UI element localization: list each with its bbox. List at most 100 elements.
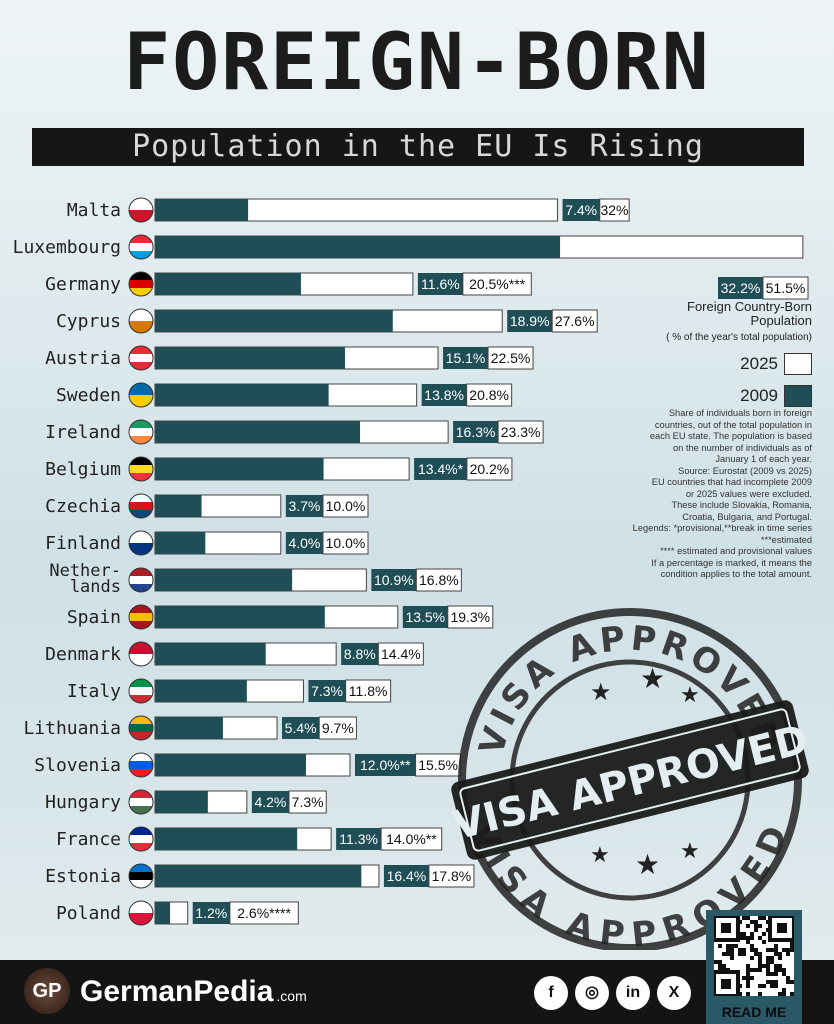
data-label-2025: 2.6%****	[237, 905, 291, 921]
flag-stripe	[129, 235, 153, 244]
flag-stripe	[129, 465, 153, 474]
label-box-2025	[599, 198, 630, 222]
label-box-2009	[453, 421, 499, 443]
page-subtitle: Population in the EU Is Rising	[132, 129, 704, 164]
category-label: Lithuania	[23, 718, 121, 739]
flag-stripe	[129, 420, 153, 429]
flag-stripe	[129, 716, 153, 725]
legend-title: Foreign Country-Born Population	[687, 299, 812, 328]
linkedin-icon[interactable]: in	[616, 976, 650, 1010]
flag-icon	[128, 345, 154, 371]
data-label-2009: 10.9%	[374, 572, 414, 588]
data-label-2009: 12.0%**	[360, 757, 411, 773]
label-box-2025	[497, 420, 544, 444]
category-label: Italy	[67, 681, 121, 702]
svg-text:★: ★	[680, 682, 700, 707]
label-box-2009	[371, 569, 417, 591]
data-label-2009: 7.4%	[565, 202, 597, 218]
flag-icon	[128, 752, 154, 778]
bar-2009	[155, 273, 301, 295]
note-line: Croatia, Bulgaria, and Portugal.	[682, 511, 812, 522]
flag-stripe	[129, 687, 153, 696]
flag-stripe	[129, 383, 153, 396]
label-box-2009	[718, 277, 763, 299]
svg-text:★: ★	[590, 842, 610, 867]
category-label: Belgium	[45, 459, 121, 480]
data-label-2009: 16.4%	[387, 868, 427, 884]
note-line: These include Slovakia, Romania,	[671, 500, 812, 510]
data-label-2025: 14.0%**	[386, 831, 437, 847]
instagram-icon[interactable]: ◎	[575, 976, 609, 1010]
brand-name[interactable]: GermanPedia .com	[80, 972, 307, 1016]
label-box-2009	[282, 717, 320, 739]
note-line: ***estimated	[760, 534, 812, 545]
flag-stripe	[129, 798, 153, 807]
flag-stripe	[129, 654, 153, 666]
note-line: countries, out of the total population i…	[654, 419, 812, 430]
flag-stripe	[129, 510, 153, 518]
flag-icon	[128, 382, 154, 408]
label-box-2025	[447, 605, 494, 629]
data-label-2009: 7.3%	[311, 683, 343, 699]
bar-2009	[155, 495, 202, 517]
category-label: Austria	[45, 348, 121, 369]
flag-stripe	[129, 568, 153, 577]
data-label-2009: 13.8%	[424, 387, 464, 403]
label-box-2025	[487, 346, 534, 370]
svg-text:★: ★	[590, 679, 612, 706]
flag-stripe	[129, 864, 153, 873]
flag-stripe	[129, 321, 153, 333]
data-label-2025: 17.8%	[432, 868, 472, 884]
label-box-2009	[562, 199, 600, 221]
label-box-2025	[462, 272, 532, 296]
category-label: Nether-	[49, 561, 121, 581]
note-line: Source: Eurostat (2009 vs 2025)	[678, 465, 812, 476]
note-line: each EU state. The population is based	[649, 431, 812, 441]
category-label: Cyprus	[56, 311, 121, 332]
data-label-2009: 16.3%	[456, 424, 496, 440]
label-box-2009	[354, 754, 416, 776]
legend: Foreign Country-Born Population ( % of t…	[630, 300, 812, 407]
label-box-2009	[308, 680, 346, 702]
note-line: Legends: *provisional,**break in time se…	[632, 523, 812, 533]
flag-stripe	[129, 576, 153, 585]
legend-label-2025: 2025	[740, 354, 778, 373]
read-me-label[interactable]: READ ME	[706, 1002, 802, 1022]
flag-icon	[128, 715, 154, 741]
flag-stripe	[129, 457, 153, 466]
label-box-2025	[318, 716, 357, 740]
flag-icon	[128, 863, 154, 889]
flag-stripe	[129, 428, 153, 437]
flag-stripe	[129, 642, 153, 655]
label-box-2025	[466, 383, 513, 407]
bar-2009	[155, 569, 293, 591]
category-label: lands	[70, 577, 121, 597]
svg-text:★: ★	[640, 663, 665, 694]
flag-stripe	[129, 901, 153, 914]
category-label: Germany	[45, 274, 121, 295]
note-line: January 1 of each year.	[715, 454, 812, 464]
qr-code-icon[interactable]	[714, 916, 794, 996]
flag-stripe	[129, 502, 153, 511]
note-line: EU countries that had incomplete 2009	[651, 477, 812, 487]
x-icon[interactable]: X	[657, 976, 691, 1010]
flag-stripe	[129, 872, 153, 881]
bar-2009	[155, 236, 561, 258]
category-label: Sweden	[56, 385, 121, 406]
facebook-icon[interactable]: f	[534, 976, 568, 1010]
flag-stripe	[129, 732, 153, 740]
logo-icon: GP	[24, 968, 70, 1014]
category-label: Luxembourg	[13, 237, 121, 258]
svg-text:★: ★	[635, 849, 660, 880]
label-box-2025	[288, 790, 327, 814]
flag-stripe	[129, 679, 153, 688]
flag-stripe	[129, 761, 153, 770]
data-label-2009: 4.2%	[254, 794, 286, 810]
bar-2009	[155, 791, 208, 813]
flag-stripe	[129, 494, 153, 503]
data-label-2009: 13.5%	[405, 609, 445, 625]
bar-2009	[155, 643, 266, 665]
label-box-2009	[336, 828, 382, 850]
flag-stripe	[129, 880, 153, 888]
label-box-2009	[402, 606, 448, 628]
